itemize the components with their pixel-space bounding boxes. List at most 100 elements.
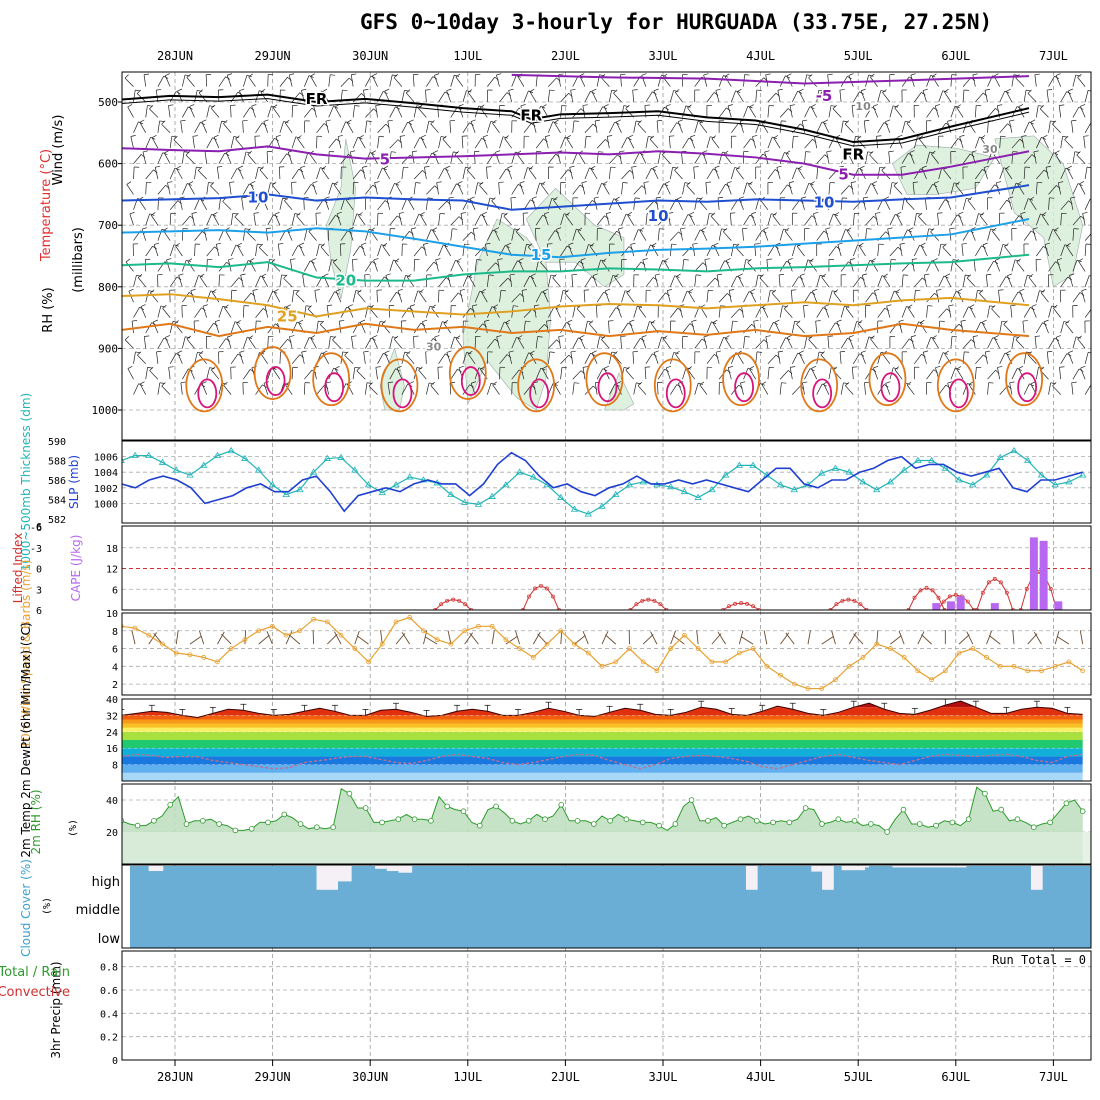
wind-barb-flag	[420, 212, 425, 216]
wind-barb	[718, 337, 724, 349]
wind-barb-flag	[622, 182, 628, 184]
wind-barb	[1053, 307, 1061, 318]
wind-barb	[316, 199, 324, 210]
wind-barb-flag	[363, 89, 369, 91]
wind-barb	[637, 123, 647, 134]
wind-barb-flag	[801, 196, 807, 199]
wind-barb-flag	[675, 89, 680, 93]
wind-barb-flag	[154, 242, 160, 245]
wind-barb	[877, 307, 886, 318]
wind-barb	[668, 136, 671, 149]
wind-barb	[779, 337, 786, 349]
wind-barb	[413, 137, 421, 149]
wind-barb	[260, 353, 269, 364]
wind-barb-flag	[236, 59, 240, 62]
wind-barb	[828, 213, 834, 226]
wind-barb-flag	[504, 321, 509, 325]
wind-barb	[156, 351, 159, 364]
wind-barb	[974, 136, 980, 149]
wind-barb	[1072, 228, 1075, 241]
wind-barb	[517, 76, 525, 87]
wind-barb	[241, 197, 244, 210]
isotherm-25	[122, 293, 1030, 318]
wind-barb	[157, 382, 161, 395]
wind-barb	[682, 137, 690, 149]
wind-barb	[779, 152, 785, 164]
wind-barb-flag	[647, 212, 653, 215]
slp-tick-label: 1006	[94, 453, 118, 464]
wind-barb	[825, 228, 830, 241]
wind-barb-flag	[468, 350, 473, 355]
wind-barb-flag	[667, 288, 673, 291]
wind-speed-point	[1039, 668, 1044, 674]
wind-barb	[169, 353, 177, 364]
wind-barb	[950, 138, 959, 149]
wind-barb	[1036, 246, 1044, 257]
cloud-clear-block	[822, 866, 834, 890]
wind-barb-flag	[823, 230, 829, 235]
wind-barb	[901, 338, 910, 349]
wind-barb	[674, 169, 683, 180]
wind-barb-flag	[399, 135, 406, 137]
wind-barb	[278, 166, 281, 180]
wind-barb-flag	[579, 184, 585, 189]
wind-barb-flag	[421, 61, 425, 64]
wind-barb	[434, 75, 439, 87]
wind-speed-point	[242, 637, 248, 643]
wind-barb	[643, 182, 647, 195]
wind-barb-flag	[476, 259, 482, 261]
wind-barb	[335, 291, 342, 303]
wind-barb-flag	[1045, 165, 1051, 168]
wind-barb	[471, 305, 476, 318]
wind-barb	[201, 121, 208, 133]
wind-barb-10m	[717, 631, 726, 645]
wind-barb-flag	[497, 258, 503, 260]
wind-barb	[763, 229, 769, 241]
wind-barb	[645, 321, 650, 334]
panel-frame-pr	[121, 950, 1092, 1061]
precip-legend-convective: Convective	[0, 985, 70, 1000]
wind-barb	[987, 305, 990, 318]
wind-barb-flag	[495, 150, 501, 153]
wind-barb	[865, 228, 867, 241]
wind-speed-point	[215, 659, 220, 665]
wind-barb-flag	[318, 59, 323, 60]
wind-barb	[287, 152, 293, 164]
wind-barb-flag	[924, 273, 930, 276]
wind-barb	[810, 184, 818, 195]
wind-barb	[1032, 229, 1037, 241]
wind-barb	[462, 275, 468, 287]
wind-barb-flag	[249, 258, 255, 262]
wind-barb	[340, 154, 349, 164]
thickness-point	[612, 490, 620, 498]
wind-barb	[1052, 385, 1061, 395]
wind-speed-point	[393, 619, 399, 625]
wind-barb	[303, 152, 309, 164]
ua-y-title: Wind (m/s) Temperature (°C) RH (%) (mill…	[39, 115, 86, 333]
wind-barb-flag	[187, 258, 193, 262]
wind-barb	[645, 200, 655, 211]
wind-barb	[344, 355, 354, 365]
wind-barb	[1031, 306, 1037, 318]
wind-barb-10m	[807, 630, 811, 645]
wind-barb	[811, 368, 818, 380]
wind-barb	[666, 290, 671, 303]
wind-barb	[682, 105, 687, 118]
wind-barb	[255, 167, 259, 180]
wind-speed-point	[723, 659, 729, 665]
wind-barb-flag	[652, 353, 657, 357]
wind-barb	[823, 121, 830, 133]
wind-barb	[789, 367, 793, 380]
wind-barb-flag	[809, 258, 814, 263]
wind-barb-10m	[898, 630, 905, 645]
wind-barb	[345, 199, 354, 211]
wind-barb-flag	[969, 304, 975, 308]
wind-barb	[962, 339, 972, 349]
wind-barb	[247, 154, 256, 164]
wind-barb	[475, 62, 482, 71]
wind-barb-flag	[726, 369, 731, 374]
wind-barb	[938, 275, 945, 287]
thickness-point	[1078, 471, 1087, 478]
wind-speed-point	[627, 646, 632, 651]
wind-barb	[1072, 368, 1080, 380]
